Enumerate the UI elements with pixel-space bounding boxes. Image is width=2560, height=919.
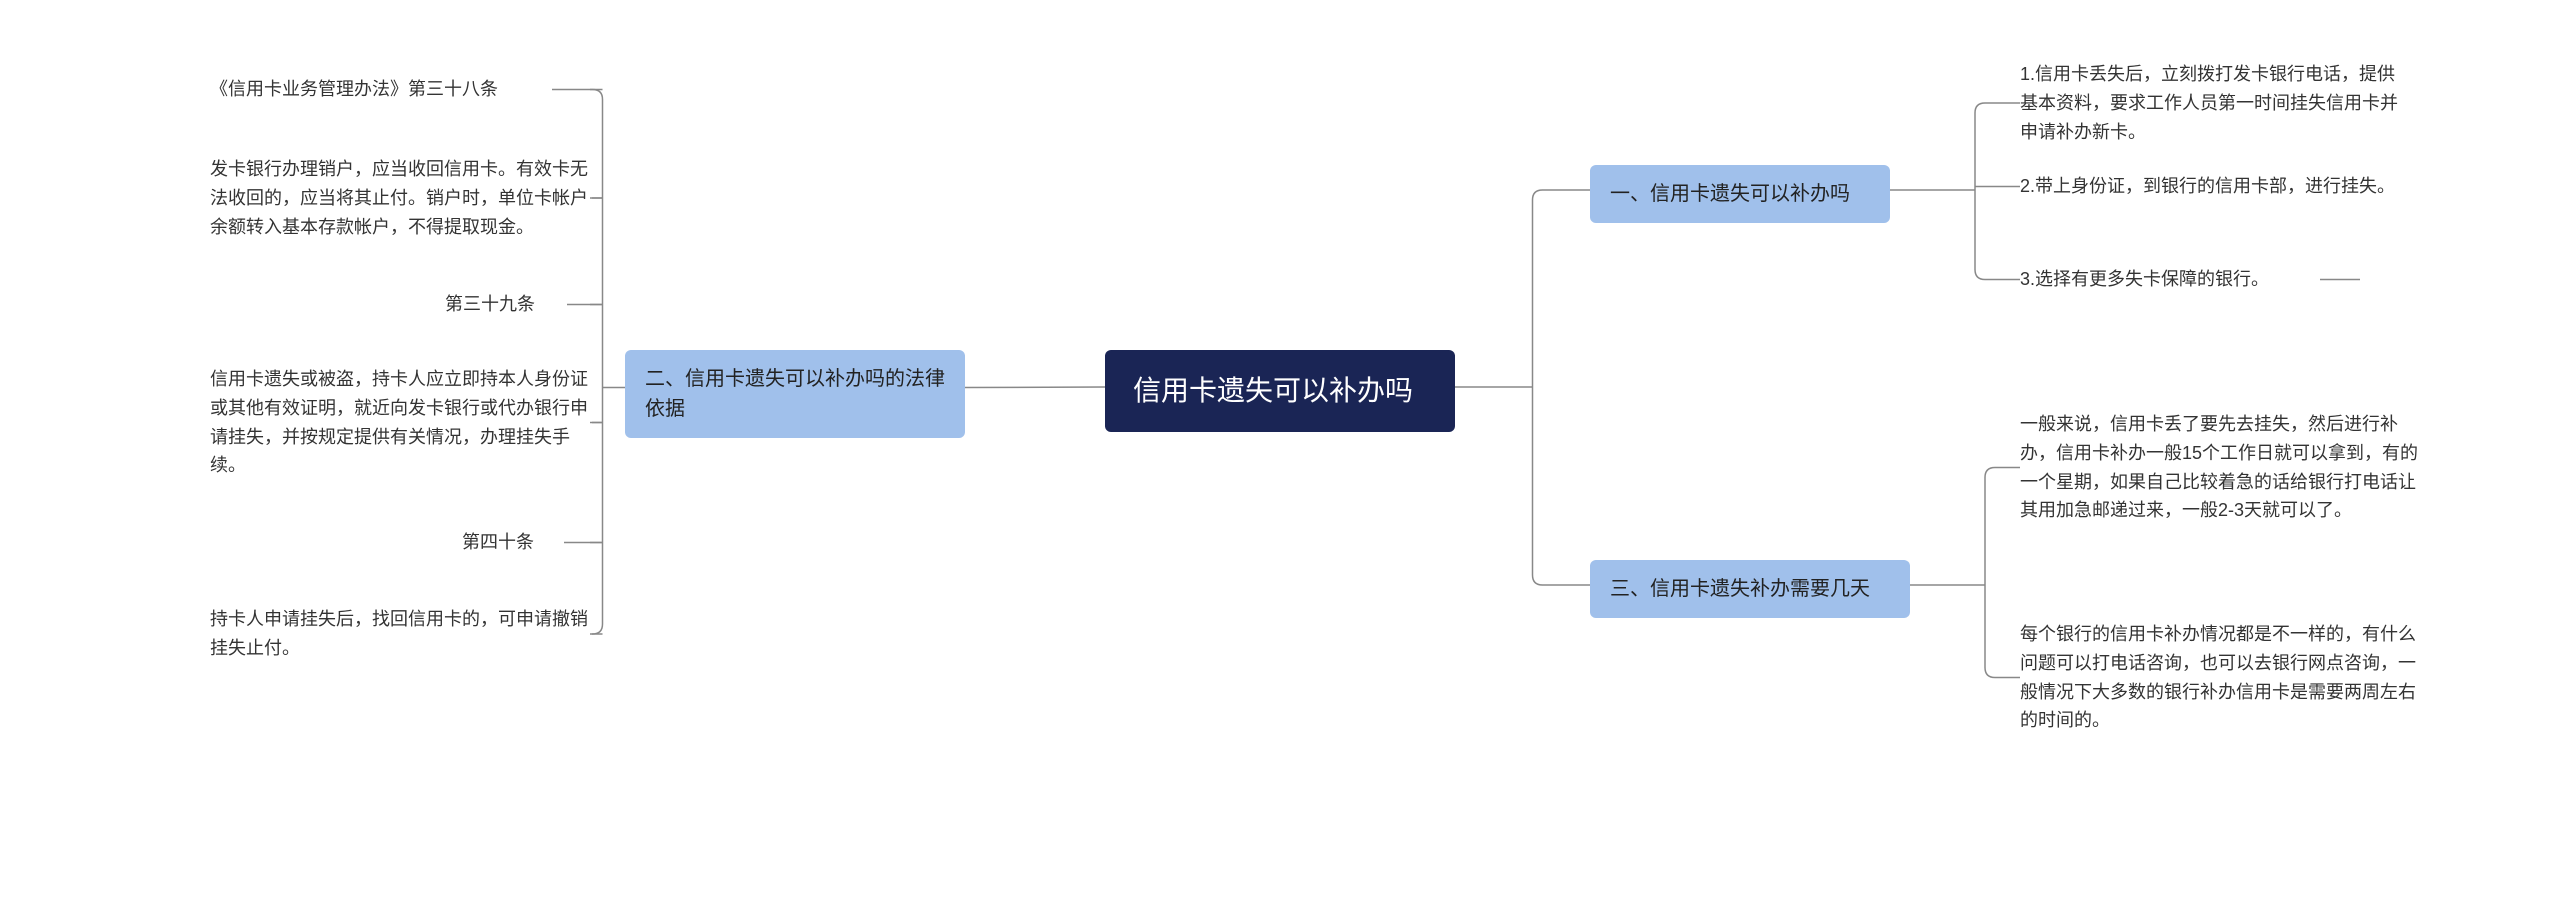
leaf-node-b2-2: 第三十九条 — [445, 290, 565, 319]
leaf-node-b2-5: 持卡人申请挂失后，找回信用卡的，可申请撤销挂失止付。 — [210, 605, 590, 663]
leaf-node-b2-0: 《信用卡业务管理办法》第三十八条 — [210, 75, 550, 104]
branch-node-b2: 二、信用卡遗失可以补办吗的法律依据 — [625, 350, 965, 438]
leaf-node-b2-4: 第四十条 — [462, 528, 562, 557]
branch-node-b3: 三、信用卡遗失补办需要几天 — [1590, 560, 1910, 618]
branch-node-b1: 一、信用卡遗失可以补办吗 — [1590, 165, 1890, 223]
leaf-node-b2-1: 发卡银行办理销户，应当收回信用卡。有效卡无法收回的，应当将其止付。销户时，单位卡… — [210, 155, 590, 241]
leaf-node-b1-1: 2.带上身份证，到银行的信用卡部，进行挂失。 — [2020, 172, 2400, 201]
leaf-node-b1-2: 3.选择有更多失卡保障的银行。 — [2020, 265, 2400, 294]
root-node: 信用卡遗失可以补办吗 — [1105, 350, 1455, 432]
leaf-node-b3-0: 一般来说，信用卡丢了要先去挂失，然后进行补办，信用卡补办一般15个工作日就可以拿… — [2020, 410, 2420, 525]
leaf-node-b1-0: 1.信用卡丢失后，立刻拨打发卡银行电话，提供基本资料，要求工作人员第一时间挂失信… — [2020, 60, 2400, 146]
leaf-node-b3-1: 每个银行的信用卡补办情况都是不一样的，有什么问题可以打电话咨询，也可以去银行网点… — [2020, 620, 2420, 735]
leaf-node-b2-3: 信用卡遗失或被盗，持卡人应立即持本人身份证或其他有效证明，就近向发卡银行或代办银… — [210, 365, 590, 480]
